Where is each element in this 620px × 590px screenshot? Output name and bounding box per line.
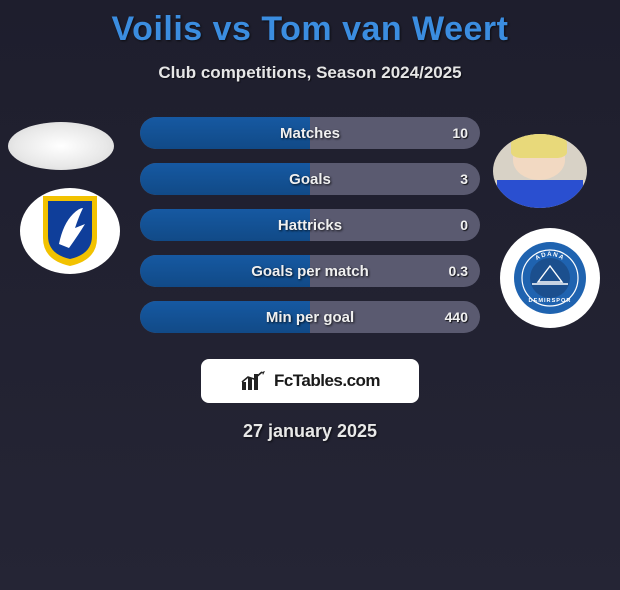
stat-label: Hattricks [278,217,342,234]
stat-right-value: 10 [452,125,468,141]
stat-row-matches: Matches 10 [140,117,480,149]
stat-row-gpm: Goals per match 0.3 [140,255,480,287]
page-title: Voilis vs Tom van Weert [0,10,620,49]
branding-badge: FcTables.com [201,359,419,403]
stat-label: Goals per match [251,263,369,280]
stat-label: Min per goal [266,309,354,326]
stat-row-hattricks: Hattricks 0 [140,209,480,241]
branding-text: FcTables.com [274,371,380,391]
stat-right-value: 0.3 [449,263,468,279]
stat-label: Goals [289,171,331,188]
stats-container: Matches 10 Goals 3 Hattricks 0 Goals per… [0,117,620,333]
footer-date: 27 january 2025 [0,421,620,442]
stat-label: Matches [280,125,340,142]
bar-chart-icon [240,370,268,392]
stat-row-mpg: Min per goal 440 [140,301,480,333]
subtitle: Club competitions, Season 2024/2025 [0,63,620,83]
stat-right-value: 3 [460,171,468,187]
stat-right-value: 0 [460,217,468,233]
stat-row-goals: Goals 3 [140,163,480,195]
stat-right-value: 440 [445,309,468,325]
